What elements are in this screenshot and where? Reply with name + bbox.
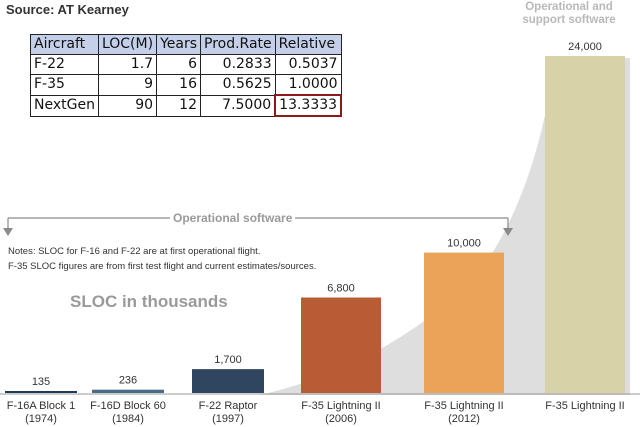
cell-prod-rate: 7.5000 bbox=[200, 94, 276, 117]
cell-loc: 90 bbox=[97, 94, 158, 117]
bar bbox=[424, 252, 504, 393]
unit-title: SLOC in thousands bbox=[70, 292, 228, 311]
category-label: F-16D Block 60 bbox=[90, 400, 166, 412]
data-label: 10,000 bbox=[447, 238, 481, 250]
bar bbox=[92, 389, 164, 393]
table-header-row: Aircraft LOC(M) Years Prod.Rate Relative bbox=[30, 34, 342, 55]
cell-loc: 9 bbox=[97, 74, 158, 96]
bracket-left-arrow bbox=[3, 228, 13, 236]
category-label: (1974) bbox=[25, 413, 57, 425]
header-aircraft: Aircraft bbox=[30, 34, 99, 55]
support-software-label: Operational and support software bbox=[522, 1, 616, 26]
bar bbox=[301, 297, 381, 393]
category-label: (1984) bbox=[112, 413, 144, 425]
category-label: (2006) bbox=[325, 413, 357, 425]
cell-loc: 1.7 bbox=[97, 54, 158, 75]
table-row: F-22 1.7 6 0.2833 0.5037 bbox=[30, 54, 342, 75]
header-years: Years bbox=[156, 34, 201, 55]
cell-aircraft: F-35 bbox=[30, 74, 99, 96]
source-text: Source: AT Kearney bbox=[6, 2, 129, 17]
category-label: F-16A Block 1 bbox=[7, 400, 75, 412]
bar bbox=[192, 369, 264, 393]
category-label: F-35 Lightning II bbox=[424, 400, 504, 412]
cell-aircraft: NextGen bbox=[30, 94, 99, 117]
data-label: 135 bbox=[32, 376, 50, 388]
category-label: F-35 Lightning II bbox=[545, 400, 625, 412]
cell-years: 12 bbox=[156, 94, 201, 117]
bar bbox=[545, 56, 625, 393]
comparison-table: Aircraft LOC(M) Years Prod.Rate Relative… bbox=[30, 34, 343, 117]
cell-prod-rate: 0.5625 bbox=[200, 74, 276, 96]
cell-relative: 1.0000 bbox=[274, 74, 342, 96]
cell-relative: 0.5037 bbox=[274, 54, 342, 75]
cell-aircraft: F-22 bbox=[30, 54, 99, 75]
cell-prod-rate: 0.2833 bbox=[200, 54, 276, 75]
note-line: F-35 SLOC figures are from first test fl… bbox=[8, 261, 317, 272]
category-label: (1997) bbox=[212, 413, 244, 425]
header-relative: Relative bbox=[274, 34, 342, 55]
category-label: (2012) bbox=[448, 413, 480, 425]
data-label: 1,700 bbox=[214, 354, 242, 366]
bar bbox=[5, 391, 77, 393]
notes-block: Notes: SLOC for F-16 and F-22 are at fir… bbox=[8, 244, 316, 274]
header-loc: LOC(M) bbox=[97, 34, 158, 55]
table-row: F-35 9 16 0.5625 1.0000 bbox=[30, 74, 342, 96]
bracket-right-arrow bbox=[503, 228, 513, 236]
table-row: NextGen 90 12 7.5000 13.3333 bbox=[30, 94, 343, 117]
cell-years: 16 bbox=[156, 74, 201, 96]
operational-software-label: Operational software bbox=[170, 211, 296, 225]
cell-relative-highlighted: 13.3333 bbox=[274, 94, 343, 117]
category-label: F-35 Lightning II bbox=[301, 400, 381, 412]
header-prod-rate: Prod.Rate bbox=[200, 34, 276, 55]
data-label: 236 bbox=[119, 375, 137, 387]
note-line: Notes: SLOC for F-16 and F-22 are at fir… bbox=[8, 246, 261, 257]
data-label: 6,800 bbox=[327, 283, 355, 295]
cell-years: 6 bbox=[156, 54, 201, 75]
category-label: F-22 Raptor bbox=[199, 400, 258, 412]
data-label: 24,000 bbox=[568, 41, 602, 53]
